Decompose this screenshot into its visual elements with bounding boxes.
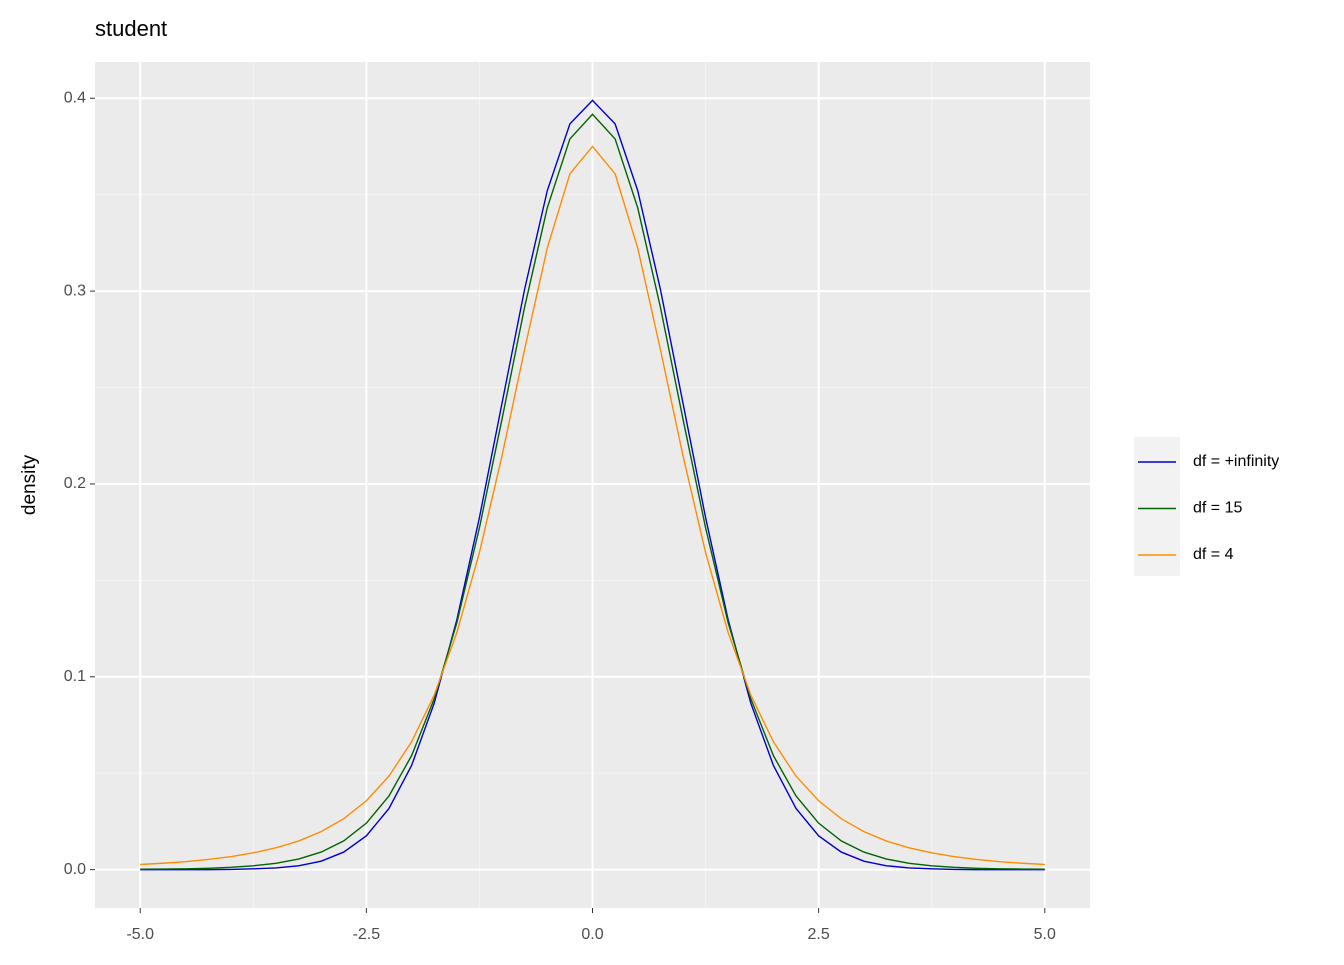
line-series	[140, 145, 1045, 866]
x-tick-label: 0.0	[581, 926, 603, 943]
y-tick-label: 0.0	[64, 861, 86, 878]
legend-label: df = +infinity	[1193, 453, 1279, 470]
legend-keys	[1134, 437, 1180, 576]
chart-title: student	[95, 16, 167, 41]
x-tick-label: 2.5	[808, 926, 830, 943]
x-tick-label: -5.0	[126, 926, 154, 943]
y-tick-label: 0.1	[64, 668, 86, 685]
x-tick-label: 5.0	[1034, 926, 1056, 943]
line-series	[140, 99, 1045, 871]
y-tick-label: 0.3	[64, 282, 86, 299]
legend-label: df = 15	[1193, 500, 1242, 517]
x-tick-label: -2.5	[353, 926, 381, 943]
y-axis-label: density	[19, 454, 40, 515]
legend-label: df = 4	[1193, 546, 1234, 563]
y-tick-label: 0.4	[64, 89, 86, 106]
line-series	[140, 113, 1045, 870]
y-tick-label: 0.2	[64, 475, 86, 492]
